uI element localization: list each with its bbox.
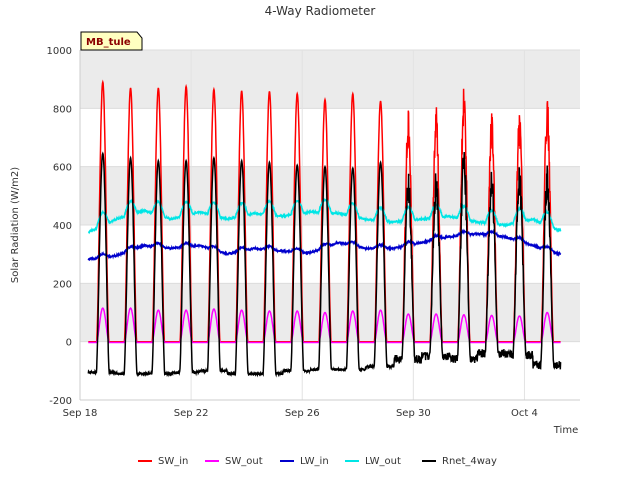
series-line-SW_out — [88, 307, 561, 344]
y-tick-label: 0 — [66, 338, 72, 349]
x-axis-title: Time — [553, 425, 578, 436]
x-tick-label: Sep 18 — [63, 408, 98, 419]
x-tick-label: Sep 22 — [174, 408, 209, 419]
series-layer — [87, 79, 562, 378]
series-line-SW_in — [88, 79, 561, 343]
y-tick-label: 1000 — [47, 46, 72, 57]
legend-item-LW_out: LW_out — [345, 456, 401, 467]
legend-label: LW_out — [365, 456, 401, 467]
y-tick-label: 200 — [53, 279, 72, 290]
series-line-LW_out — [87, 198, 562, 235]
site-label-badge: MB_tule — [80, 31, 143, 51]
legend: SW_in SW_out LW_in LW_out Rnet_4way — [138, 456, 497, 467]
background-band — [80, 166, 580, 225]
y-tick-label: -200 — [49, 396, 72, 407]
legend-label: SW_in — [158, 456, 188, 467]
background-band — [80, 50, 580, 109]
legend-label: LW_in — [300, 456, 329, 467]
legend-item-SW_in: SW_in — [138, 456, 188, 467]
y-tick-label: 800 — [53, 104, 72, 115]
x-tick-label: Sep 30 — [396, 408, 431, 419]
x-tick-label: Oct 4 — [511, 408, 538, 419]
axes: -200 0 200 400 600 800 1000 Sep 18 Sep 22 Sep 26 S… — [47, 46, 580, 419]
x-tick-label: Sep 26 — [285, 408, 320, 419]
legend-label: Rnet_4way — [442, 456, 497, 467]
y-axis-title: Solar Radiation (W/m2) — [10, 167, 21, 283]
legend-item-LW_in: LW_in — [280, 456, 329, 467]
y-tick-label: 400 — [53, 221, 72, 232]
legend-label: SW_out — [225, 456, 263, 467]
series-line-Rnet_4way — [87, 151, 562, 378]
series-line-LW_in — [87, 228, 562, 262]
y-tick-label: 600 — [53, 163, 72, 174]
legend-item-Rnet_4way: Rnet_4way — [422, 456, 497, 467]
site-label: MB_tule — [86, 37, 131, 48]
legend-item-SW_out: SW_out — [205, 456, 263, 467]
chart-title: 4-Way Radiometer — [265, 4, 376, 18]
